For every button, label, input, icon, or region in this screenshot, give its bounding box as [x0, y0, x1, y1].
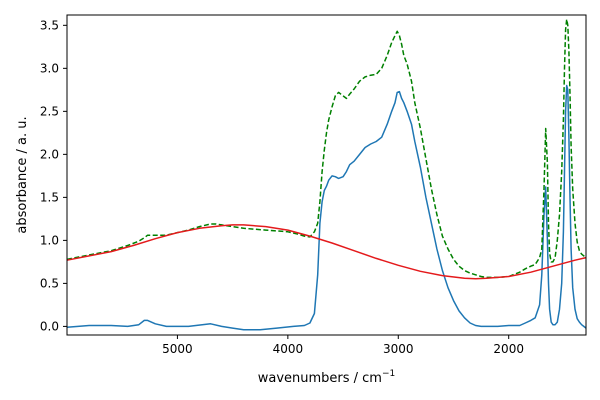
- series-line-2: [66, 224, 587, 280]
- y-tick-label: 1.0: [40, 233, 59, 247]
- plot-frame: [66, 14, 587, 336]
- y-axis-title: absorbance / a. u.: [15, 116, 30, 233]
- series-layer: [66, 18, 587, 331]
- x-tick-label: 2000: [493, 342, 524, 356]
- x-axis-title-main: wavenumbers / cm: [258, 371, 382, 386]
- y-tick-label: 0.0: [40, 319, 59, 333]
- y-tick-label: 3.0: [40, 61, 59, 75]
- y-tick-label: 1.5: [40, 190, 59, 204]
- x-tick-label: 5000: [162, 342, 193, 356]
- y-tick-label: 2.0: [40, 147, 59, 161]
- y-tick-label: 3.5: [40, 18, 59, 32]
- x-axis-title: wavenumbers / cm−1: [258, 369, 396, 386]
- y-tick-label: 2.5: [40, 104, 59, 118]
- x-tick-label: 4000: [273, 342, 304, 356]
- x-tick-label: 3000: [383, 342, 414, 356]
- x-axis-title-superscript: −1: [382, 369, 395, 379]
- series-line-0: [66, 84, 587, 331]
- ticks-layer: 5000 4000 3000 2000 0.0 0.5 1.0 1.5 2.0 2.5 3.0 3.5: [40, 18, 524, 356]
- y-tick-label: 0.5: [40, 276, 59, 290]
- series-line-1: [66, 18, 587, 279]
